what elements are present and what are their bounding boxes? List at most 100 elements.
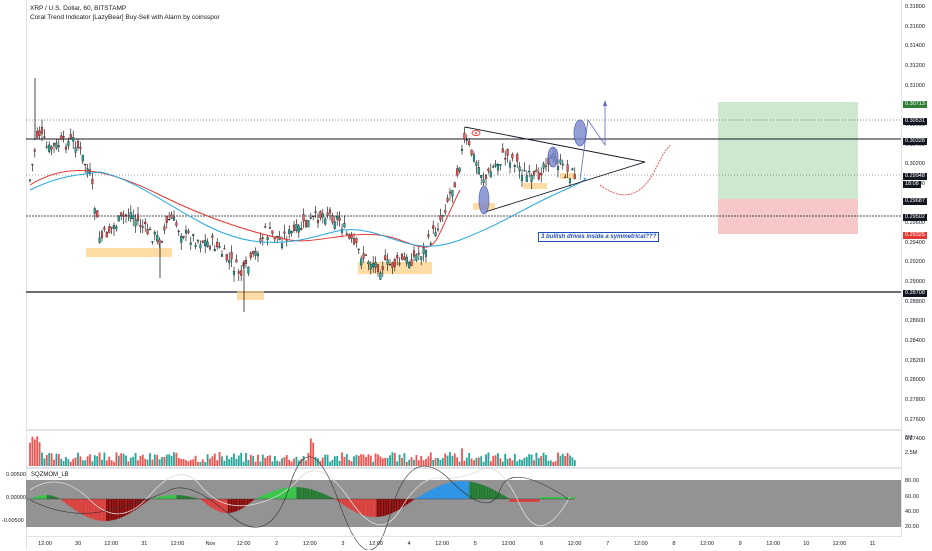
sqz-histogram-bar [458, 481, 459, 499]
time-axis-label: 12:00 [237, 541, 251, 547]
volume-bar [161, 457, 163, 466]
price-scale[interactable]: 0.318000.316000.314000.312000.310000.308… [901, 0, 932, 536]
price-scale-label: 0.27600 [905, 417, 925, 423]
sqz-histogram-bar [447, 483, 448, 499]
sqz-histogram-bar [228, 499, 229, 513]
symmetrical-triangle [465, 127, 645, 212]
sqz-histogram-bar [492, 489, 493, 499]
sqz-histogram-bar [540, 497, 541, 499]
volume-bar [512, 460, 514, 466]
candle-body [111, 227, 113, 228]
volume-bar [147, 460, 149, 466]
sqz-histogram-bar [319, 492, 320, 499]
volume-bar [82, 460, 84, 466]
volume-bar [437, 458, 439, 466]
volume-bar [202, 459, 204, 466]
sqz-histogram-bar [175, 495, 176, 499]
sqz-histogram-bar [266, 494, 267, 499]
sqz-histogram-bar [236, 499, 237, 511]
volume-bar [473, 460, 475, 466]
sqz-histogram-bar [271, 492, 272, 499]
sqzmom-indicator-label[interactable]: SQZMOM_LB [31, 472, 69, 478]
sqz-histogram-bar [551, 497, 552, 499]
candle-body [156, 235, 158, 241]
sqz-histogram-bar [423, 494, 424, 499]
price-tag: 0.29502 [903, 214, 927, 221]
volume-bar [130, 458, 132, 466]
volume-bar [197, 462, 199, 466]
candle-body [75, 147, 77, 152]
sqz-histogram-bar [173, 495, 174, 499]
volume-bar [536, 453, 538, 466]
candle-body [298, 226, 300, 232]
sqz-histogram-bar [77, 499, 78, 512]
sqz-histogram-bar [561, 497, 562, 499]
volume-bar [564, 456, 566, 466]
volume-bar [305, 460, 307, 466]
sqz-histogram-bar [364, 499, 365, 515]
sqz-histogram-bar [437, 487, 438, 499]
candle-body [92, 179, 94, 184]
sqz-histogram-bar [489, 488, 490, 499]
volume-bar [118, 456, 120, 466]
candle-body [461, 149, 463, 151]
volume-bar [135, 453, 137, 466]
sqz-histogram-bar [396, 499, 397, 511]
volume-bar [483, 462, 485, 466]
indicator-title[interactable]: Coral Trend Indicator [LazyBear] Buy-Sel… [30, 13, 220, 22]
volume-bar [236, 459, 238, 466]
sqz-histogram-bar [429, 490, 430, 499]
volume-bar [39, 442, 41, 466]
time-axis-label: 8 [672, 541, 675, 547]
volume-bar [231, 457, 233, 466]
volume-bar [279, 461, 281, 466]
volume-bar [228, 459, 230, 466]
time-axis-label: 9 [739, 541, 742, 547]
volume-bar [428, 456, 430, 466]
price-scale-label: 0.28200 [905, 358, 925, 364]
symbol-title[interactable]: XRP / U.S. Dollar, 60, BITSTAMP [30, 4, 220, 13]
candle-body [365, 255, 367, 256]
candle-body [360, 259, 362, 265]
volume-bar [387, 458, 389, 466]
candle-body [543, 164, 545, 169]
candle-body [464, 133, 466, 139]
candle-body [116, 227, 118, 229]
sqz-histogram-bar [325, 495, 326, 499]
sqz-histogram-bar [572, 497, 573, 499]
sqz-histogram-bar [380, 499, 381, 517]
volume-bar [344, 457, 346, 466]
volume-bar [497, 453, 499, 466]
candle-body [344, 223, 346, 227]
volume-bar [514, 454, 516, 466]
sqz-histogram-bar [505, 496, 506, 499]
sqz-histogram-bar [250, 499, 251, 502]
candle-body [387, 260, 389, 265]
time-axis-label: 12:00 [766, 541, 780, 547]
candle-body [466, 140, 468, 141]
sqz-histogram-bar [426, 492, 427, 499]
candle-body [413, 251, 415, 256]
volume-bar [65, 457, 67, 466]
candle-body [180, 236, 182, 242]
candle-body [135, 219, 137, 226]
sqz-histogram-bar [493, 490, 494, 499]
volume-bar [540, 456, 542, 466]
sqz-histogram-bar [511, 499, 512, 502]
pattern-annotation[interactable]: 3 bullish drives inside a symmetrical??? [538, 232, 659, 242]
sqz-histogram-bar [261, 496, 262, 499]
price-tag: 0.30531 [903, 118, 927, 125]
sqz-histogram-bar [471, 482, 472, 499]
volume-bar [423, 460, 425, 466]
candle-body [291, 231, 293, 233]
price-scale-label: 0.29400 [905, 240, 925, 246]
volume-bar [44, 458, 46, 466]
sqz-histogram-bar [466, 481, 467, 499]
sqz-histogram-bar [73, 499, 74, 509]
sqz-histogram-bar [106, 499, 107, 521]
candle-body [212, 236, 214, 238]
signal-dot [475, 132, 477, 134]
